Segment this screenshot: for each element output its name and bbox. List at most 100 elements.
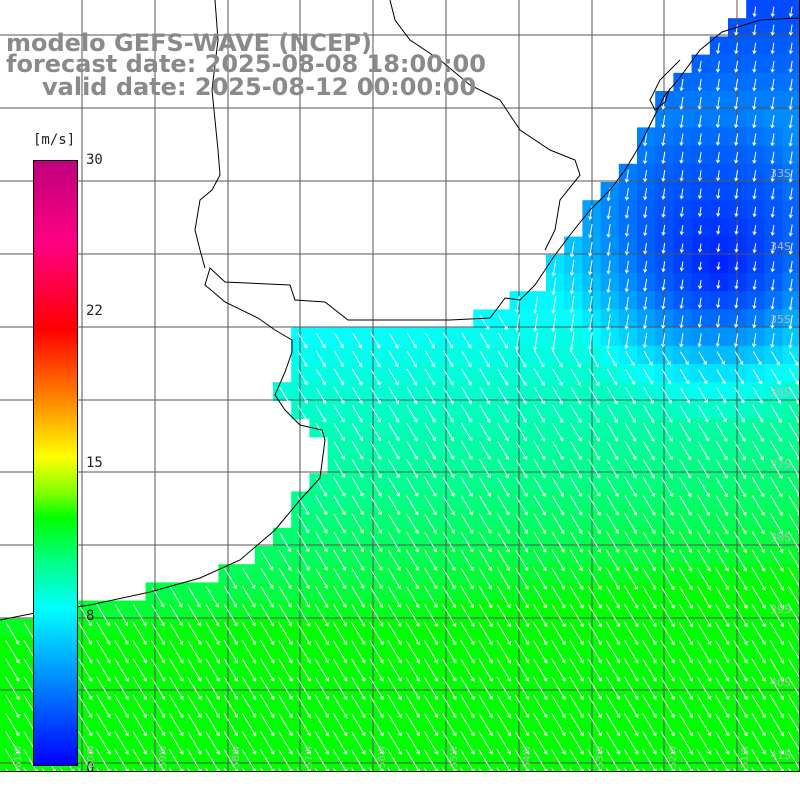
- wind-cell: [600, 764, 620, 771]
- wind-arrow: [696, 712, 712, 737]
- wind-arrow: [534, 350, 545, 368]
- wind-arrow: [643, 260, 648, 274]
- wind-arrow: [624, 513, 638, 535]
- wind-arrow: [442, 441, 455, 460]
- wind-arrow: [461, 404, 473, 423]
- wind-arrow: [678, 658, 693, 682]
- wind-arrow: [623, 603, 639, 628]
- wind-arrow: [697, 225, 703, 235]
- colorbar-tick-22: 22: [86, 303, 103, 319]
- wind-arrow: [205, 640, 220, 664]
- wind-arrow: [77, 658, 93, 682]
- wind-arrow: [497, 459, 510, 479]
- wind-arrow: [624, 549, 638, 572]
- wind-arrow: [715, 133, 721, 146]
- wind-arrow: [424, 531, 437, 553]
- lat-label-35s: 35S: [770, 313, 791, 326]
- wind-arrow: [787, 585, 799, 608]
- wind-arrow: [569, 621, 584, 646]
- wind-arrow: [606, 278, 611, 294]
- wind-arrow: [497, 386, 509, 405]
- wind-arrow: [442, 459, 455, 479]
- wind-arrow: [333, 549, 347, 571]
- wind-arrow: [350, 749, 366, 771]
- wind-arrow: [752, 351, 762, 366]
- wind-arrow: [405, 621, 420, 646]
- wind-arrow: [661, 315, 666, 329]
- wind-arrow: [587, 314, 593, 332]
- wind-arrow: [441, 676, 457, 701]
- wind-arrow: [678, 676, 693, 701]
- wind-arrow: [515, 295, 520, 314]
- wind-arrow: [533, 440, 546, 461]
- wind-arrow: [350, 676, 366, 701]
- wind-arrow: [441, 658, 457, 682]
- wind-arrow: [424, 441, 437, 460]
- wind-arrow: [150, 640, 166, 664]
- wind-arrow: [223, 658, 238, 682]
- wind-arrow: [734, 243, 739, 253]
- wind-arrow: [423, 731, 439, 755]
- wind-arrow: [441, 694, 457, 719]
- wind-arrow: [423, 621, 439, 646]
- wind-cell: [782, 91, 799, 110]
- wind-arrow: [532, 712, 548, 737]
- wind-arrow: [769, 621, 784, 646]
- wind-arrow: [260, 585, 274, 608]
- wind-arrow: [770, 24, 775, 36]
- wind-arrow: [351, 441, 364, 460]
- wind-cell: [782, 218, 799, 238]
- wind-arrow: [788, 151, 793, 165]
- wind-arrow: [387, 658, 402, 682]
- wind-arrow: [751, 549, 766, 572]
- wind-arrow: [679, 458, 692, 479]
- wind-arrow: [679, 315, 684, 329]
- wind-arrow: [532, 603, 548, 628]
- wind-arrow: [624, 459, 637, 479]
- wind-arrow: [278, 658, 293, 682]
- wind-arrow: [569, 712, 584, 737]
- wind-arrow: [296, 567, 310, 590]
- wind-arrow: [696, 621, 712, 646]
- wind-arrow: [787, 676, 799, 699]
- wind-arrow: [752, 151, 757, 164]
- wind-arrow: [588, 278, 593, 294]
- wind-cell: [764, 764, 784, 771]
- wind-arrow: [370, 422, 382, 442]
- wind-arrow: [369, 549, 383, 571]
- wind-arrow: [515, 368, 527, 387]
- wind-arrow: [461, 350, 472, 368]
- wind-arrow: [479, 314, 490, 331]
- wind-arrow: [132, 603, 147, 627]
- wind-arrow: [606, 296, 611, 312]
- wind-arrow: [733, 694, 748, 719]
- wind-arrow: [751, 676, 766, 701]
- wind-arrow: [697, 333, 702, 348]
- wind-arrow: [369, 441, 382, 460]
- wind-arrow: [642, 458, 655, 479]
- wind-arrow: [496, 676, 511, 701]
- wind-arrow: [315, 513, 328, 534]
- wind-arrow: [532, 658, 548, 682]
- wind-arrow: [296, 694, 311, 719]
- wind-arrow: [314, 676, 329, 701]
- wind-arrow: [259, 712, 275, 737]
- wind-arrow: [714, 731, 730, 755]
- wind-arrow: [569, 749, 584, 771]
- wind-arrow: [551, 313, 557, 333]
- wind-arrow: [679, 96, 684, 110]
- wind-arrow: [169, 621, 184, 646]
- wind-arrow: [678, 585, 693, 610]
- wind-cell: [418, 764, 438, 771]
- wind-arrow: [388, 459, 400, 479]
- wind-arrow: [351, 549, 365, 571]
- wind-arrow: [606, 531, 620, 553]
- wind-arrow: [223, 712, 238, 737]
- wind-arrow: [606, 224, 611, 238]
- wind-arrow: [460, 531, 474, 553]
- wind-arrow: [370, 332, 381, 349]
- wind-arrow: [405, 549, 419, 571]
- wind-arrow: [514, 313, 520, 333]
- wind-arrow: [587, 731, 602, 755]
- wind-arrow: [387, 621, 402, 646]
